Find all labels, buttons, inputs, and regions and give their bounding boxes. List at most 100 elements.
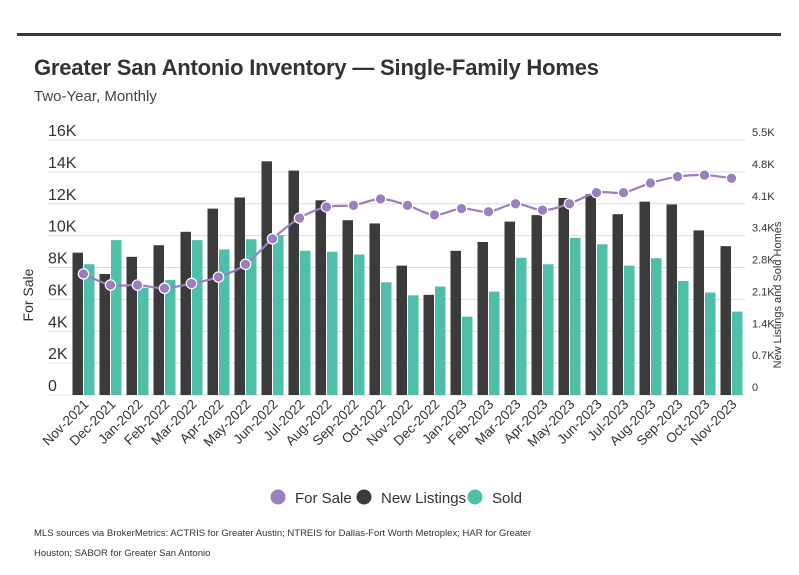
y-tick-label: 14K: [48, 155, 77, 172]
new-listings-bar: [666, 204, 677, 395]
sold-bar: [678, 280, 689, 395]
sold-bar: [138, 287, 149, 395]
new-listings-bar: [369, 223, 380, 395]
sold-bar: [516, 257, 527, 395]
sold-bar: [570, 237, 581, 395]
y-tick-label: 12K: [48, 187, 77, 204]
new-listings-bar: [504, 221, 515, 395]
for-sale-point: [239, 258, 252, 271]
new-listings-bar: [342, 220, 353, 395]
for-sale-line: [77, 169, 738, 295]
sold-bar: [489, 291, 500, 395]
sold-bar: [651, 258, 662, 395]
for-sale-point: [266, 233, 279, 245]
sold-bar: [219, 249, 230, 395]
y-tick-label: 10K: [48, 219, 77, 236]
x-axis: Nov-2021Dec-2021Jan-2022Feb-2022Mar-2022…: [40, 397, 740, 450]
for-sale-point: [428, 209, 441, 221]
legend-swatch: [356, 489, 372, 505]
for-sale-point: [104, 279, 117, 291]
sold-bar: [84, 264, 95, 395]
right-axis: 0 0.7K 1.4K 2.1K 2.8K 3.4K 4.1K 4.8K 5.5K: [752, 127, 775, 394]
chart-legend: For Sale New Listings Sold: [270, 489, 522, 507]
legend-label: New Listings: [381, 490, 466, 507]
sold-bar: [732, 311, 743, 395]
y-tick-label: 2K: [48, 346, 68, 363]
source-note: MLS sources via BrokerMetrics: ACTRIS fo…: [34, 528, 532, 559]
for-sale-point: [77, 268, 90, 280]
new-listings-bar: [450, 250, 461, 395]
for-sale-point: [509, 197, 522, 210]
left-axis: 0 2K 4K 6K 8K 10K 12K 14K 16K: [48, 123, 77, 395]
new-listings-bar: [423, 294, 434, 395]
sold-bar: [354, 254, 365, 395]
sold-bar: [705, 292, 716, 395]
bar-series: [72, 161, 743, 395]
for-sale-point: [401, 199, 414, 212]
legend-label: Sold: [492, 490, 522, 507]
for-sale-point: [158, 282, 171, 295]
new-listings-bar: [288, 170, 299, 395]
sold-bar: [327, 251, 338, 395]
new-listings-bar: [99, 273, 110, 395]
for-sale-point: [536, 204, 549, 216]
y2-tick-label: 3.4K: [752, 223, 775, 235]
new-listings-bar: [693, 230, 704, 395]
sold-bar: [381, 282, 392, 395]
y2-tick-label: 0.7K: [752, 350, 775, 362]
y2-tick-label: 2.1K: [752, 286, 775, 298]
new-listings-bar: [720, 246, 731, 395]
legend-swatch: [467, 489, 483, 505]
sold-bar: [246, 239, 257, 395]
sold-bar: [543, 264, 554, 395]
for-sale-point: [563, 197, 576, 210]
sold-bar: [435, 286, 446, 395]
y2-tick-label: 0: [752, 382, 758, 394]
y-tick-label: 4K: [48, 314, 68, 331]
y-tick-label: 0: [48, 378, 57, 395]
new-listings-bar: [585, 194, 596, 395]
for-sale-point: [671, 170, 684, 183]
for-sale-point: [347, 199, 360, 212]
for-sale-point: [644, 177, 657, 189]
new-listings-bar: [531, 215, 542, 395]
page-title: Greater San Antonio Inventory — Single-F…: [34, 55, 599, 80]
sold-bar: [300, 250, 311, 395]
for-sale-point: [725, 172, 738, 185]
for-sale-point: [212, 271, 225, 283]
for-sale-point: [698, 169, 711, 181]
y-axis-label: For Sale: [20, 268, 36, 321]
page-subtitle: Two-Year, Monthly: [34, 88, 157, 105]
y2-tick-label: 4.1K: [752, 191, 775, 203]
new-listings-bar: [558, 197, 569, 395]
y-tick-label: 16K: [48, 123, 77, 140]
legend-swatch: [270, 489, 286, 505]
sold-bar: [111, 240, 122, 395]
new-listings-bar: [477, 242, 488, 395]
new-listings-bar: [396, 265, 407, 395]
y2-tick-label: 4.8K: [752, 159, 775, 171]
y-tick-label: 8K: [48, 251, 68, 268]
new-listings-bar: [315, 200, 326, 395]
new-listings-bar: [180, 231, 191, 395]
y2-tick-label: 5.5K: [752, 127, 775, 139]
sold-bar: [192, 240, 203, 395]
sold-bar: [597, 244, 608, 395]
y2-axis-label: New Listings and Sold Homes: [772, 221, 784, 368]
sold-bar: [273, 235, 284, 395]
for-sale-point: [374, 193, 387, 205]
y2-tick-label: 2.8K: [752, 255, 775, 267]
for-sale-point: [482, 205, 495, 218]
new-listings-bar: [261, 161, 272, 395]
for-sale-point: [455, 202, 468, 215]
for-sale-point: [185, 277, 198, 290]
new-listings-bar: [234, 197, 245, 395]
for-sale-point: [617, 186, 630, 199]
new-listings-bar: [207, 208, 218, 395]
new-listings-bar: [612, 214, 623, 395]
sold-bar: [462, 316, 473, 395]
sold-bar: [165, 280, 176, 395]
for-sale-point: [293, 212, 306, 224]
legend-label: For Sale: [295, 490, 352, 507]
